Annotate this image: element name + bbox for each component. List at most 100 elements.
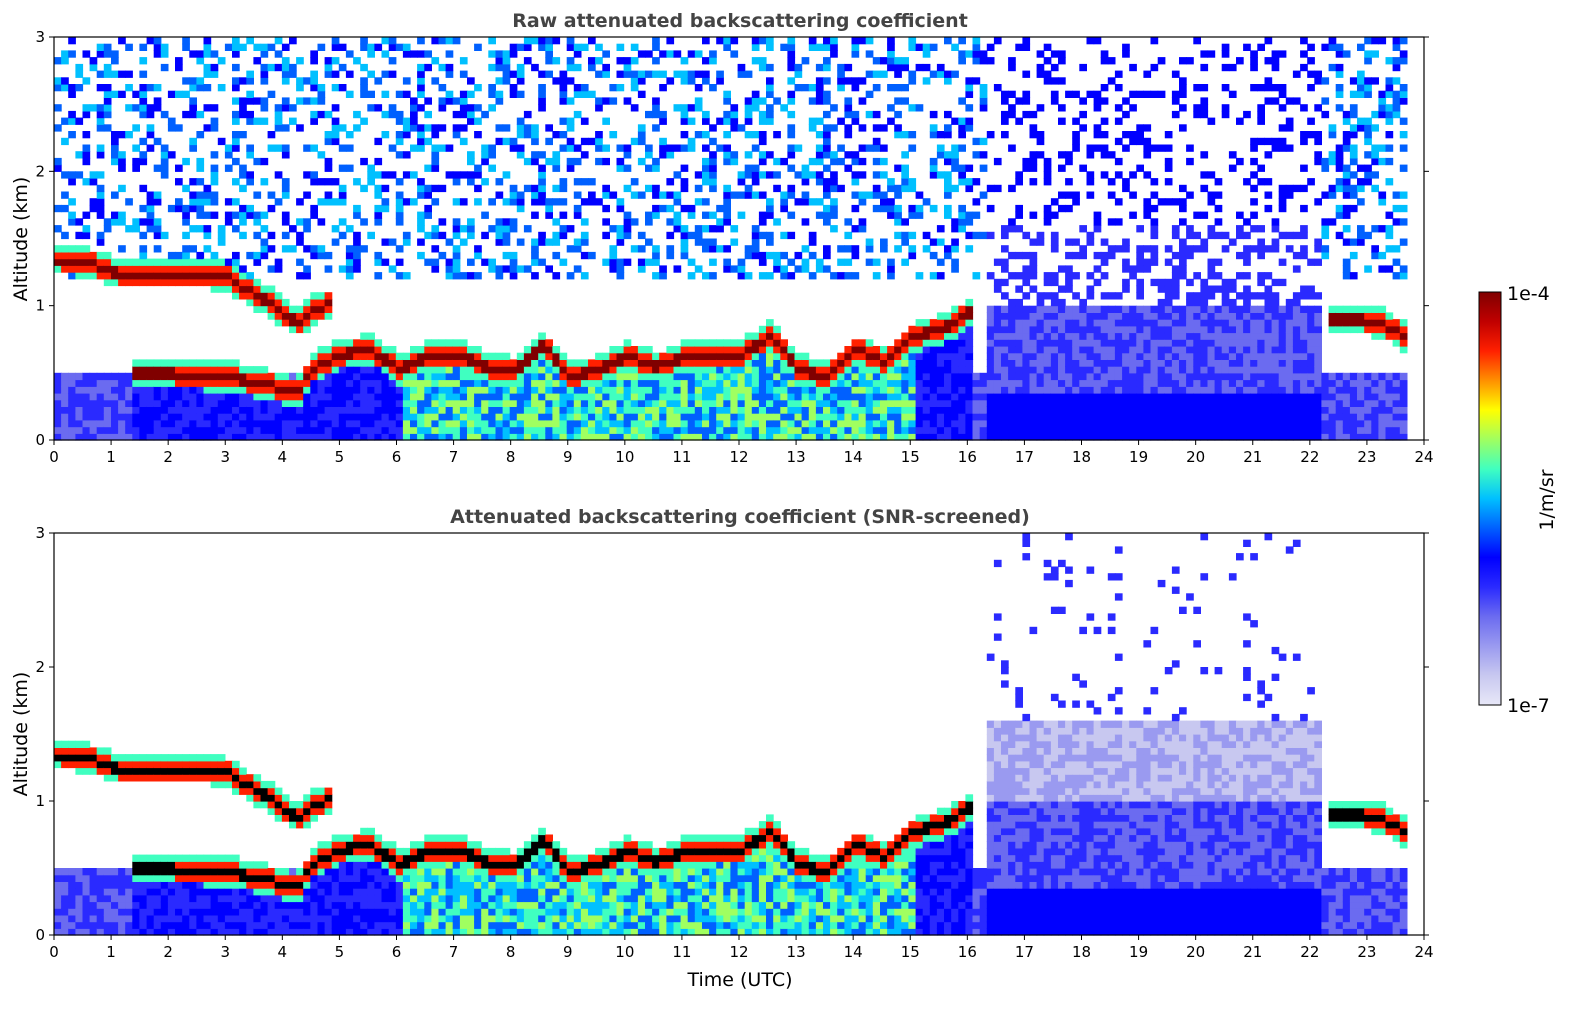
heatmap-cell [901, 63, 909, 72]
heatmap-cell [274, 144, 283, 152]
heatmap-cell [274, 50, 283, 58]
heatmap-cell [915, 346, 924, 354]
heatmap-cell [1164, 164, 1173, 172]
heatmap-cell [324, 305, 333, 313]
heatmap-cell [1193, 352, 1201, 360]
heatmap-cell [445, 70, 454, 78]
heatmap-cell [673, 104, 682, 112]
heatmap-cell [1143, 312, 1152, 320]
heatmap-cell [944, 359, 952, 367]
heatmap-cell [851, 151, 860, 159]
heatmap-cell [82, 104, 91, 112]
heatmap-cell [1136, 90, 1144, 98]
heatmap-cell [1228, 379, 1237, 387]
heatmap-cell [652, 164, 660, 172]
heatmap-cell [324, 251, 333, 260]
heatmap-cell [588, 426, 596, 434]
heatmap-cell [96, 265, 105, 273]
heatmap-cell [716, 413, 724, 421]
heatmap-cell [1193, 272, 1201, 280]
heatmap-cell [780, 272, 788, 280]
heatmap-cell [951, 406, 959, 414]
heatmap-cell [1214, 285, 1223, 293]
heatmap-cell [951, 258, 959, 266]
heatmap-cell [922, 43, 931, 51]
heatmap-cell [666, 419, 675, 428]
heatmap-cell [1164, 426, 1173, 434]
heatmap-cell [1271, 50, 1280, 58]
heatmap-cell [89, 204, 98, 213]
heatmap-cell [118, 393, 126, 401]
heatmap-cell [588, 137, 596, 146]
heatmap-cell [1043, 399, 1052, 407]
heatmap-cell [986, 272, 995, 280]
heatmap-cell [118, 265, 126, 273]
heatmap-cell [467, 157, 475, 166]
heatmap-cell [1179, 386, 1187, 394]
heatmap-cell [203, 272, 212, 280]
heatmap-cell [573, 386, 582, 394]
heatmap-cell [509, 90, 518, 98]
heatmap-cell [694, 198, 703, 206]
heatmap-cell [1250, 157, 1258, 166]
heatmap-cell [1143, 386, 1152, 394]
heatmap-cell [944, 70, 952, 78]
heatmap-cell [338, 359, 347, 367]
heatmap-cell [801, 386, 810, 394]
heatmap-cell [410, 110, 418, 119]
heatmap-cell [160, 110, 169, 119]
heatmap-cell [495, 265, 504, 273]
heatmap-cell [844, 63, 853, 72]
heatmap-cell [381, 413, 390, 421]
heatmap-cell [851, 37, 860, 45]
heatmap-cell [182, 419, 190, 428]
heatmap-cell [1257, 352, 1265, 360]
heatmap-cell [901, 131, 909, 139]
heatmap-cell [1207, 366, 1216, 374]
heatmap-cell [360, 352, 368, 360]
heatmap-cell [694, 426, 703, 434]
heatmap-cell [139, 258, 148, 266]
heatmap-cell [566, 426, 575, 434]
heatmap-cell [766, 419, 774, 428]
heatmap-cell [944, 413, 952, 421]
heatmap-cell [1122, 312, 1130, 320]
heatmap-cell [424, 406, 432, 414]
heatmap-cell [936, 419, 945, 428]
heatmap-cell [1193, 426, 1201, 434]
heatmap-cell [523, 346, 532, 354]
heatmap-cell [474, 379, 482, 387]
heatmap-cell [395, 399, 404, 407]
heatmap-cell [438, 339, 447, 347]
heatmap-cell [232, 97, 240, 105]
heatmap-cell [82, 379, 91, 387]
heatmap-cell [652, 258, 660, 266]
heatmap-cell [1278, 191, 1287, 199]
heatmap-cell [1100, 319, 1109, 327]
heatmap-cell [203, 43, 212, 51]
heatmap-cell [310, 312, 318, 320]
heatmap-cell [716, 386, 724, 394]
heatmap-cell [374, 218, 383, 226]
heatmap-cell [210, 406, 219, 414]
heatmap-cell [865, 346, 874, 354]
heatmap-cell [645, 144, 653, 152]
heatmap-cell [1100, 97, 1109, 105]
heatmap-cell [402, 151, 411, 159]
heatmap-cell [830, 178, 838, 186]
heatmap-cell [1278, 372, 1287, 381]
heatmap-cell [417, 90, 425, 98]
heatmap-cell [880, 426, 888, 434]
heatmap-cell [538, 171, 546, 179]
heatmap-cell [595, 419, 603, 428]
heatmap-cell [367, 359, 375, 367]
heatmap-cell [780, 204, 788, 213]
heatmap-cell [716, 352, 724, 360]
heatmap-cell [54, 204, 62, 213]
heatmap-cell [1164, 332, 1173, 340]
heatmap-cell [1207, 346, 1216, 354]
heatmap-cell [167, 251, 176, 260]
heatmap-cell [851, 191, 860, 199]
heatmap-cell [239, 184, 247, 193]
heatmap-cell [374, 399, 383, 407]
